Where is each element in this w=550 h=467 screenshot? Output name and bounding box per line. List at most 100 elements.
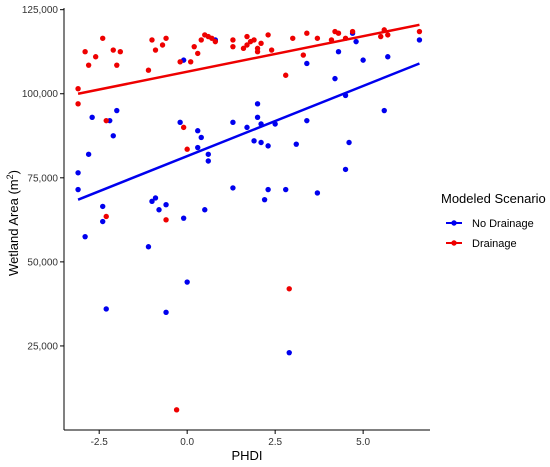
y-tick-label: 75,000 bbox=[27, 173, 58, 184]
no-drainage-point bbox=[385, 54, 391, 60]
drainage-point bbox=[283, 72, 289, 78]
no-drainage-point bbox=[254, 101, 261, 107]
drainage-point bbox=[152, 47, 159, 53]
drainage-point bbox=[191, 43, 197, 50]
drainage-point bbox=[230, 37, 236, 43]
drainage-point bbox=[349, 28, 356, 35]
legend-item-no-drainage: No Drainage bbox=[446, 218, 534, 230]
no-drainage-point bbox=[85, 151, 92, 157]
drainage-point bbox=[300, 52, 307, 58]
legend-item-drainage: Drainage bbox=[446, 238, 517, 250]
no-drainage-point bbox=[163, 309, 169, 316]
no-drainage-point bbox=[156, 207, 162, 213]
drainage-point bbox=[244, 33, 250, 40]
no-drainage-point bbox=[145, 244, 152, 250]
y-tick-label: 125,000 bbox=[22, 5, 59, 16]
drainage-point bbox=[177, 59, 183, 65]
no-drainage-point bbox=[251, 138, 257, 144]
no-drainage-point bbox=[100, 218, 106, 225]
no-drainage-point bbox=[152, 195, 159, 201]
y-tick-label: 25,000 bbox=[27, 341, 58, 352]
no-drainage-point bbox=[286, 349, 292, 356]
drainage-trend-line bbox=[77, 23, 420, 95]
no-drainage-point bbox=[230, 119, 236, 126]
drainage-point bbox=[378, 33, 384, 40]
no-drainage-point bbox=[353, 38, 359, 45]
drainage-point bbox=[75, 86, 81, 92]
drainage-point bbox=[265, 32, 271, 38]
legend-label: No Drainage bbox=[472, 218, 534, 230]
drainage-point bbox=[268, 47, 275, 53]
no-drainage-point bbox=[342, 166, 349, 173]
no-drainage-point bbox=[205, 158, 211, 164]
no-drainage-point bbox=[82, 233, 88, 240]
drainage-point bbox=[75, 101, 81, 107]
no-drainage-point bbox=[283, 186, 289, 193]
y-axis-ticks: 25,000 50,000 75,000 100,000 125,000 bbox=[22, 5, 64, 352]
no-drainage-point bbox=[75, 170, 81, 176]
no-drainage-point bbox=[346, 139, 352, 146]
drainage-point bbox=[159, 42, 166, 48]
drainage-point bbox=[416, 28, 423, 35]
no-drainage-point bbox=[335, 49, 342, 55]
legend-key-point bbox=[451, 240, 457, 246]
drainage-point bbox=[103, 213, 109, 220]
legend-items: No Drainage Drainage bbox=[446, 218, 534, 250]
no-drainage-point bbox=[114, 107, 120, 114]
drainage-point bbox=[240, 45, 247, 52]
no-drainage-point bbox=[184, 279, 190, 285]
drainage-point bbox=[163, 217, 169, 223]
no-drainage-point bbox=[254, 114, 261, 120]
drainage-point bbox=[100, 35, 106, 41]
y-tick-label: 50,000 bbox=[27, 257, 58, 268]
drainage-point bbox=[286, 286, 292, 292]
x-tick-label: -2.5 bbox=[91, 437, 109, 448]
drainage-point bbox=[314, 35, 321, 41]
no-drainage-point bbox=[258, 139, 264, 146]
no-drainage-point bbox=[100, 203, 106, 210]
no-drainage-point bbox=[416, 37, 423, 43]
drainage-point bbox=[304, 30, 310, 36]
drainage-point bbox=[110, 47, 116, 53]
drainage-point bbox=[103, 117, 109, 124]
no-drainage-point bbox=[265, 186, 271, 193]
drainage-point bbox=[145, 67, 152, 73]
x-axis-title: PHDI bbox=[231, 448, 262, 463]
drainage-point bbox=[258, 40, 264, 47]
drainage-point bbox=[117, 49, 124, 55]
no-drainage-point bbox=[205, 151, 211, 157]
no-drainage-point bbox=[202, 207, 208, 213]
no-drainage-point bbox=[293, 141, 299, 147]
drainage-point bbox=[195, 50, 201, 57]
no-drainage-point bbox=[304, 117, 310, 124]
no-drainage-point bbox=[163, 202, 169, 208]
no-drainage-point bbox=[180, 215, 187, 221]
y-axis-title-close: ) bbox=[6, 170, 21, 174]
drainage-point bbox=[244, 42, 250, 48]
no-drainage-point bbox=[149, 198, 155, 205]
drainage-point bbox=[114, 62, 120, 68]
no-drainage-point bbox=[195, 144, 201, 151]
drainage-point bbox=[335, 30, 342, 36]
no-drainage-point bbox=[381, 107, 387, 114]
drainage-point bbox=[251, 37, 257, 43]
no-drainage-point bbox=[230, 185, 236, 191]
no-drainage-point bbox=[244, 124, 250, 131]
no-drainage-point bbox=[195, 128, 201, 134]
no-drainage-trend-line bbox=[77, 62, 420, 201]
drainage-point bbox=[385, 32, 391, 38]
drainage-point bbox=[212, 38, 219, 45]
no-drainage-point bbox=[265, 143, 271, 149]
drainage-point bbox=[85, 62, 92, 68]
drainage-point bbox=[187, 59, 194, 65]
no-drainage-point bbox=[89, 114, 95, 120]
x-axis-ticks: -2.5 0.0 2.5 5.0 bbox=[91, 430, 371, 448]
drainage-point bbox=[198, 37, 204, 43]
no-drainage-point bbox=[360, 57, 366, 63]
y-axis-title-superscript: 2 bbox=[5, 174, 15, 179]
x-tick-label: 2.5 bbox=[268, 437, 282, 448]
no-drainage-point bbox=[261, 196, 268, 203]
x-tick-label: 0.0 bbox=[180, 437, 194, 448]
legend-label: Drainage bbox=[472, 238, 517, 250]
drainage-point bbox=[149, 37, 155, 43]
